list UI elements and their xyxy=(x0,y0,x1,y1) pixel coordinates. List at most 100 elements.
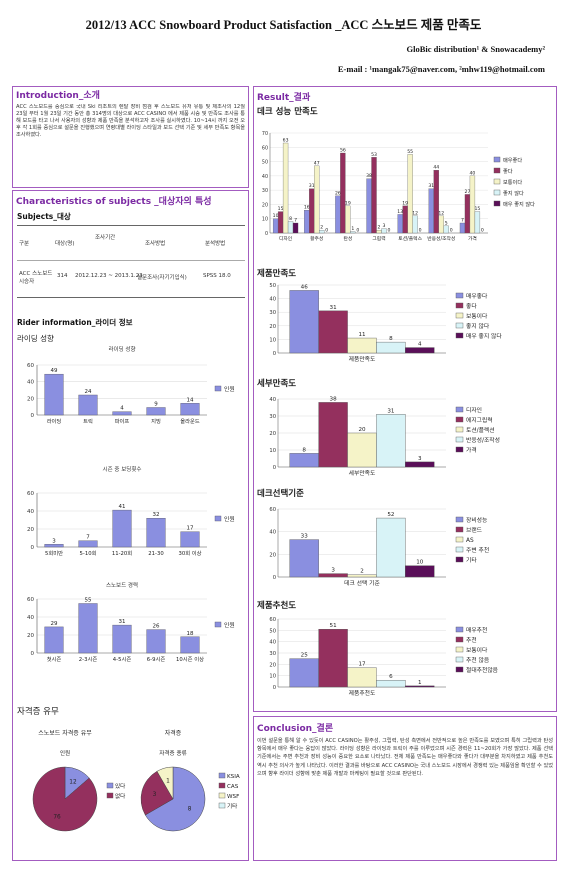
overall-satisfaction-data-label: 8 xyxy=(389,336,393,342)
deck-xtick: 디자인 xyxy=(279,235,292,242)
conclusion-title: Conclusion_결론 xyxy=(257,724,334,734)
season-count-data-label: 3 xyxy=(52,538,56,544)
deck-criteria-legend-swatch xyxy=(455,556,464,563)
deck-data-label: 0 xyxy=(419,228,422,234)
cert-type-data-label: 3 xyxy=(153,792,157,798)
deck-criteria-bar xyxy=(289,539,319,578)
cert-type-data-label: 8 xyxy=(188,807,192,813)
subjects-cell-4: SPSS 18.0 xyxy=(203,273,231,279)
deck-data-label: 10 xyxy=(273,213,279,219)
deck-xtick: 반응성/조작성 xyxy=(427,235,455,242)
overall-satisfaction-data-label: 11 xyxy=(358,332,366,338)
overall-satisfaction-ytick: 40 xyxy=(269,297,276,303)
deck-data-label: 63 xyxy=(283,138,289,144)
snowboard-career-ytick: 20 xyxy=(27,633,34,639)
recommend-ytick: 30 xyxy=(269,651,276,657)
subjects-cell-0: ACC 스노보드 시승자 xyxy=(19,271,53,285)
deck-legend-swatch xyxy=(493,178,501,185)
detail-satisfaction-legend-swatch xyxy=(455,416,464,423)
cert-have-inner-label: 인원 xyxy=(60,749,70,757)
deck-bar xyxy=(433,169,439,234)
subjects-cell-2: 2012.12.23 ~ 2013.1.23 xyxy=(75,273,143,279)
cert-have-data-label: 12 xyxy=(69,780,77,786)
cert-type-legend-swatch xyxy=(218,802,226,809)
deck-legend-label: 매우좋다 xyxy=(503,156,522,164)
subjects-subtitle: Subjects_대상 xyxy=(17,212,71,221)
deck-legend-swatch xyxy=(493,189,501,196)
subjects-table: 구분 대상(명) 조사기간 조사방법 분석방법 ACC 스노보드 시승자 314… xyxy=(17,225,245,300)
deck-bar xyxy=(319,229,325,234)
deck-bar xyxy=(282,142,289,234)
snowboard-career-legend-swatch xyxy=(214,621,222,628)
riding-style-data-label: 4 xyxy=(120,406,124,412)
deck-xtick: 탄성 xyxy=(343,235,352,242)
season-count-xtick: 5-10회 xyxy=(80,549,97,557)
riding-style-xtick: 올라운드 xyxy=(180,417,200,425)
riding-style-ytick: 60 xyxy=(27,363,34,369)
deck-bar xyxy=(314,165,320,234)
deck-data-label: 27 xyxy=(465,189,471,195)
deck-legend-swatch xyxy=(493,156,501,163)
season-count-data-label: 41 xyxy=(119,504,126,510)
recommend-legend-swatch xyxy=(455,666,464,673)
deck-data-label: 44 xyxy=(433,165,439,171)
detail-satisfaction-ytick: 0 xyxy=(273,465,276,471)
recommend-legend-swatch xyxy=(455,626,464,633)
cert-type-legend-swatch xyxy=(218,792,226,799)
recommend-ytick: 20 xyxy=(269,662,276,668)
overall-satisfaction-ytick: 20 xyxy=(269,324,276,330)
cert-label: 자격증 유무 xyxy=(17,707,59,717)
subjects-header-4: 분석방법 xyxy=(205,241,226,247)
deck-data-label: 56 xyxy=(340,148,346,154)
deck-criteria-legend-label: 주변 추천 xyxy=(466,546,489,554)
deck-data-label: 53 xyxy=(371,152,377,158)
overall-satisfaction-legend-label: 보통이다 xyxy=(466,312,488,320)
subjects-header-0: 구분 xyxy=(19,241,30,247)
deck-bar xyxy=(474,211,481,234)
detail-satisfaction-legend-swatch xyxy=(455,446,464,453)
overall-satisfaction-bar xyxy=(405,347,435,354)
snowboard-career-xtick: 10시즌 이상 xyxy=(176,655,204,663)
cert-have-title: 스노보드 자격증 유무 xyxy=(38,729,92,737)
deck-bar xyxy=(309,188,315,234)
deck-data-label: 7 xyxy=(461,218,464,224)
detail-satisfaction-data-label: 31 xyxy=(387,408,395,414)
conclusion-box: Conclusion_결론 이번 설문을 통해 알 수 있듯이 ACC CASI… xyxy=(253,716,557,861)
season-count-data-label: 17 xyxy=(187,526,194,532)
detail-satisfaction-bar xyxy=(376,414,406,468)
snowboard-career-data-label: 29 xyxy=(51,621,58,627)
deck-bar xyxy=(459,222,466,234)
season-count-bar xyxy=(146,518,166,548)
detail-label: 세부만족도 xyxy=(257,379,297,389)
detail-satisfaction-ytick: 30 xyxy=(269,414,276,420)
detail-satisfaction-legend-label: 디자인 xyxy=(466,406,482,414)
deck-bar xyxy=(350,231,356,234)
riding-style-legend-swatch xyxy=(214,385,222,392)
affiliation: GloBic distribution¹ & Snowacademy² xyxy=(406,44,545,54)
snowboard-career-bar xyxy=(112,624,132,654)
deck-criteria-data-label: 33 xyxy=(301,534,309,540)
snowboard-career-title: 스노보드 경력 xyxy=(106,581,138,589)
deck-bar xyxy=(277,211,284,234)
deck-bar xyxy=(292,222,299,234)
deck-bar xyxy=(366,178,372,234)
season-count-xtick: 11-20회 xyxy=(112,549,132,557)
snowboard-career-ytick: 60 xyxy=(27,597,34,603)
deck-data-label: 55 xyxy=(407,149,413,155)
riding-style-data-label: 24 xyxy=(85,389,92,395)
subjects-title: Characteristics of subjects _대상자의 특성 xyxy=(16,197,212,207)
snowboard-career-bar xyxy=(44,626,64,654)
deck-criteria-data-label: 2 xyxy=(360,569,364,575)
cert-have-data-label: 76 xyxy=(53,814,61,820)
overall-satisfaction-legend-label: 매우 좋지 않다 xyxy=(466,332,502,340)
riding-style-xtick: 지빙 xyxy=(151,417,161,425)
recommend-ytick: 50 xyxy=(269,628,276,634)
detail-satisfaction-legend-swatch xyxy=(455,426,464,433)
deck-legend-label: 보통이다 xyxy=(503,178,522,186)
riding-style-ytick: 0 xyxy=(31,413,35,419)
deck-data-label: 13 xyxy=(397,209,403,215)
